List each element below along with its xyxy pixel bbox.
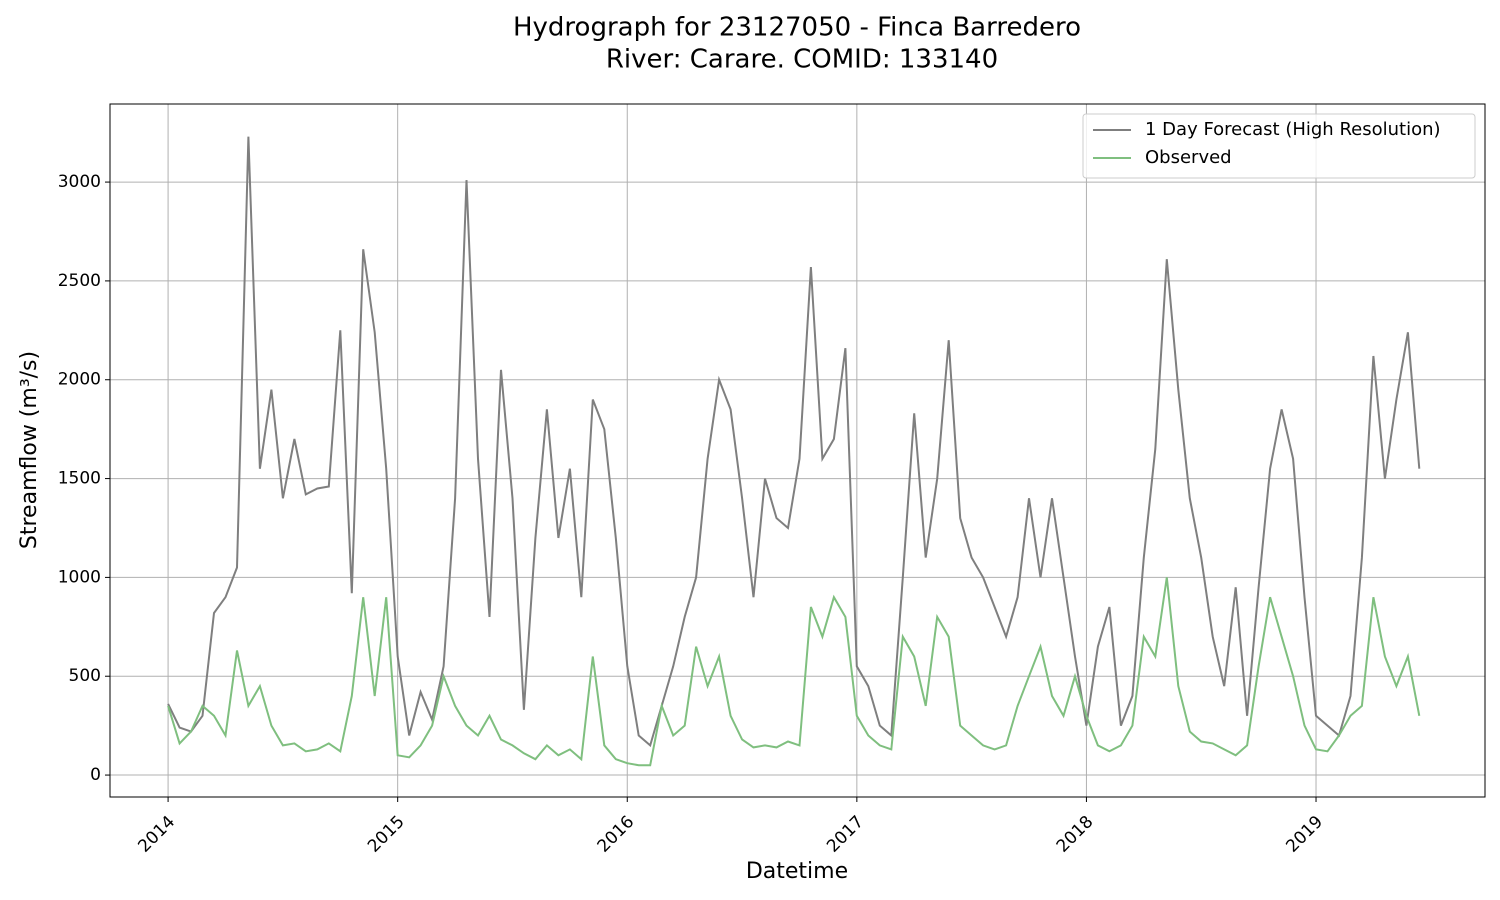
x-tick-label: 2018 (1053, 812, 1098, 857)
series-line (167, 136, 1421, 748)
y-tick-label: 500 (69, 666, 101, 686)
y-tick-label: 0 (90, 765, 101, 785)
x-tick-label: 2019 (1282, 812, 1327, 857)
legend-label: 1 Day Forecast (High Resolution) (1145, 119, 1441, 140)
legend: 1 Day Forecast (High Resolution) Observed (1082, 113, 1476, 179)
chart-subtitle: River: Carare. COMID: 133140 (606, 45, 998, 75)
legend-label: Observed (1145, 147, 1232, 168)
x-tick-label: 2017 (823, 812, 868, 857)
y-tick-label: 1500 (58, 469, 101, 489)
y-tick-label: 3000 (58, 172, 101, 192)
y-tick-label: 1000 (58, 567, 101, 587)
y-tick-label: 2000 (58, 370, 101, 390)
y-axis-label: Streamflow (m³/s) (17, 351, 42, 549)
chart-title: Hydrograph for 23127050 - Finca Barreder… (513, 13, 1081, 43)
x-tick-label: 2014 (134, 812, 179, 857)
x-tick-label: 2016 (594, 812, 639, 857)
plot-frame (109, 103, 1486, 798)
legend-box (1082, 113, 1476, 179)
x-tick-label: 2015 (364, 812, 409, 857)
x-axis-label: Datetime (746, 859, 848, 884)
series-line (167, 577, 1421, 767)
plot-lines (167, 136, 1421, 767)
y-tick-label: 2500 (58, 271, 101, 291)
grid: 0 500 1000 1500 2000 2500 3000 2014 2015 2016 2017… (58, 104, 1485, 857)
